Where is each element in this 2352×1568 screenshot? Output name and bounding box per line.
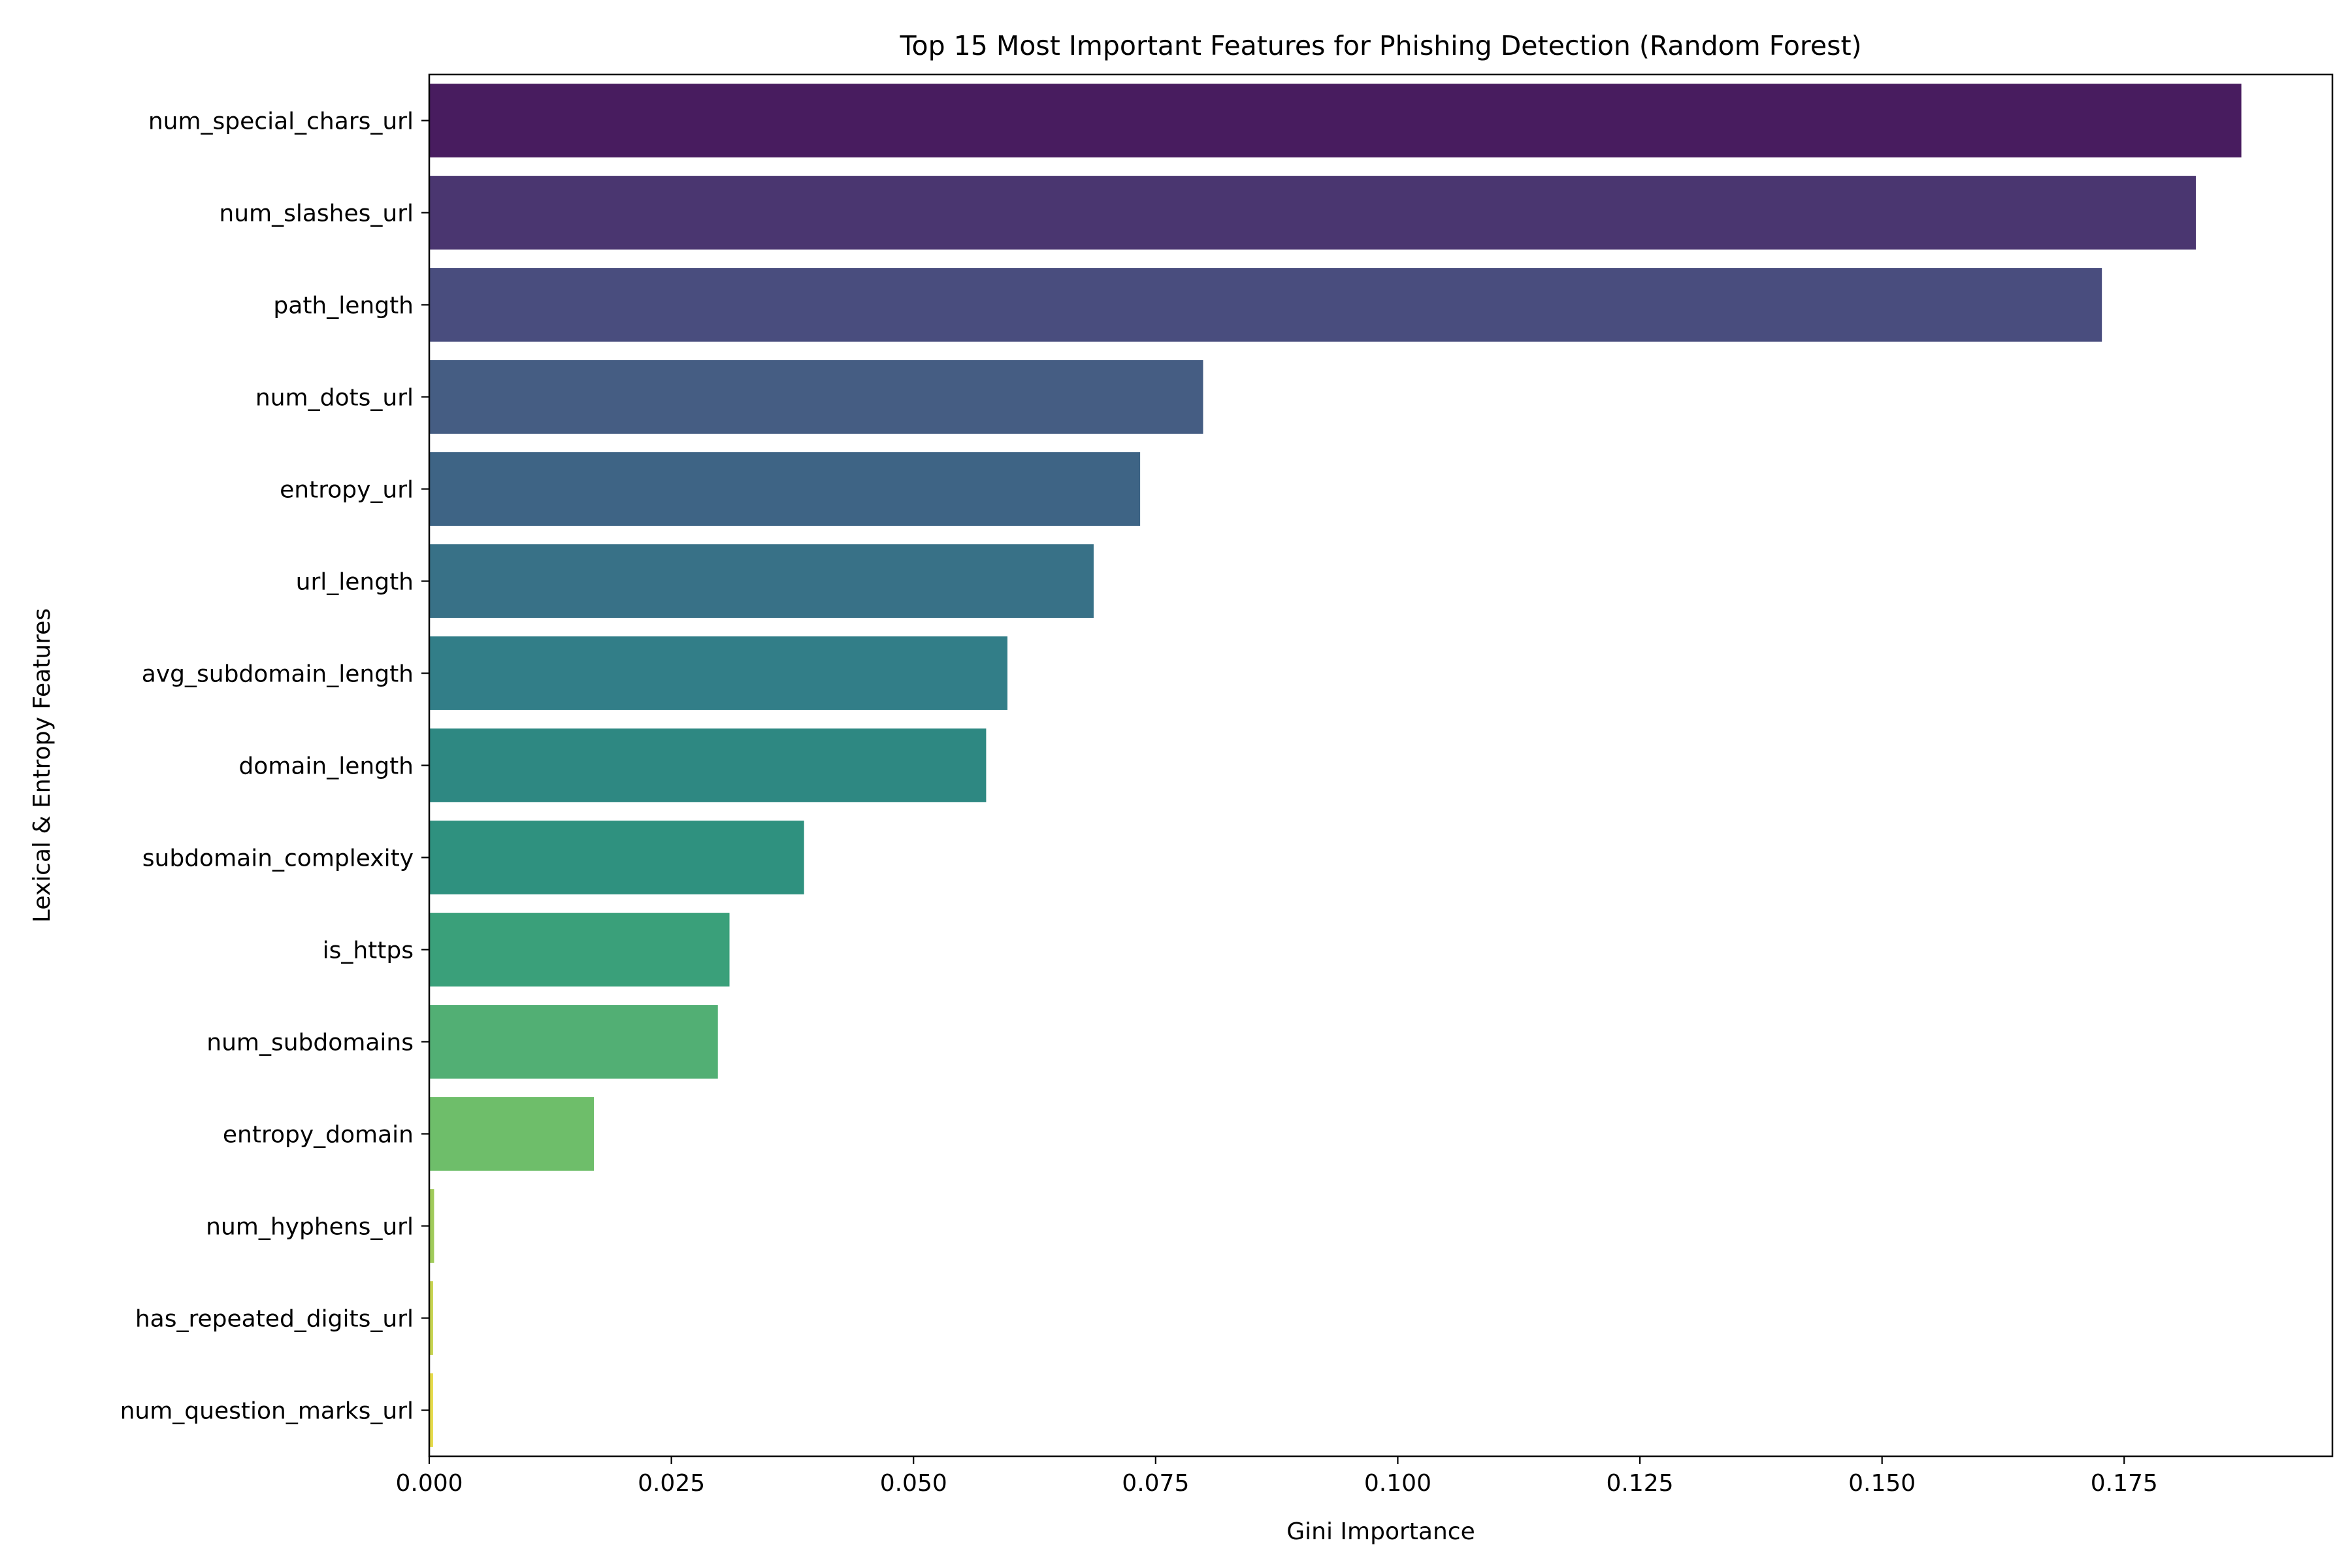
bar-num_dots_url — [429, 360, 1203, 434]
bars-group — [429, 84, 2242, 1447]
plot-frame — [428, 73, 2334, 1458]
x-tick-label: 0.175 — [2091, 1470, 2158, 1497]
bar-num_subdomains — [429, 1005, 718, 1079]
bar-num_question_marks_url — [429, 1373, 433, 1447]
bar-path_length — [429, 268, 2102, 342]
y-tick-label: num_hyphens_url — [206, 1214, 414, 1241]
bar-is_https — [429, 913, 730, 987]
y-tick-label: num_slashes_url — [219, 201, 414, 227]
x-axis: 0.000 0.025 0.050 0.075 0.100 0.125 0.150 0.175 — [395, 1456, 2158, 1497]
bar-has_repeated_digits_url — [429, 1281, 433, 1355]
y-tick-label: num_question_marks_url — [120, 1398, 414, 1425]
y-tick-label: num_subdomains — [206, 1030, 414, 1056]
bar-domain_length — [429, 728, 987, 802]
chart-title: Top 15 Most Important Features for Phish… — [899, 30, 1861, 61]
bar-avg_subdomain_length — [429, 636, 1008, 710]
y-tick-label: entropy_url — [280, 477, 414, 504]
y-tick-label: avg_subdomain_length — [142, 661, 414, 688]
x-axis-label: Gini Importance — [1286, 1518, 1475, 1545]
x-tick-label: 0.150 — [1848, 1470, 1916, 1497]
y-tick-label: path_length — [273, 293, 414, 319]
y-tick-label: subdomain_complexity — [142, 845, 414, 872]
y-tick-label: entropy_domain — [223, 1122, 414, 1149]
y-tick-label: has_repeated_digits_url — [135, 1306, 414, 1333]
bar-subdomain_complexity — [429, 821, 804, 894]
bar-num_hyphens_url — [429, 1189, 434, 1263]
bar-entropy_domain — [429, 1097, 595, 1171]
bar-url_length — [429, 544, 1094, 618]
y-tick-label: is_https — [323, 938, 414, 964]
y-tick-label: url_length — [296, 569, 414, 596]
y-axis: num_special_chars_url num_slashes_urlpath… — [120, 108, 429, 1425]
x-tick-label: 0.125 — [1607, 1470, 1674, 1497]
y-tick-label: num_dots_url — [255, 385, 414, 412]
x-tick-label: 0.075 — [1122, 1470, 1189, 1497]
bar-num_slashes_url — [429, 176, 2196, 250]
bar-num_special_chars_url — [429, 84, 2242, 157]
x-tick-label: 0.025 — [638, 1470, 705, 1497]
y-tick-label: num_special_chars_url — [148, 108, 414, 135]
x-tick-label: 0.100 — [1364, 1470, 1431, 1497]
y-axis-label: Lexical & Entropy Features — [29, 608, 56, 923]
bar-entropy_url — [429, 452, 1141, 526]
x-tick-label: 0.000 — [395, 1470, 463, 1497]
x-tick-label: 0.050 — [880, 1470, 947, 1497]
y-tick-label: domain_length — [238, 753, 414, 780]
